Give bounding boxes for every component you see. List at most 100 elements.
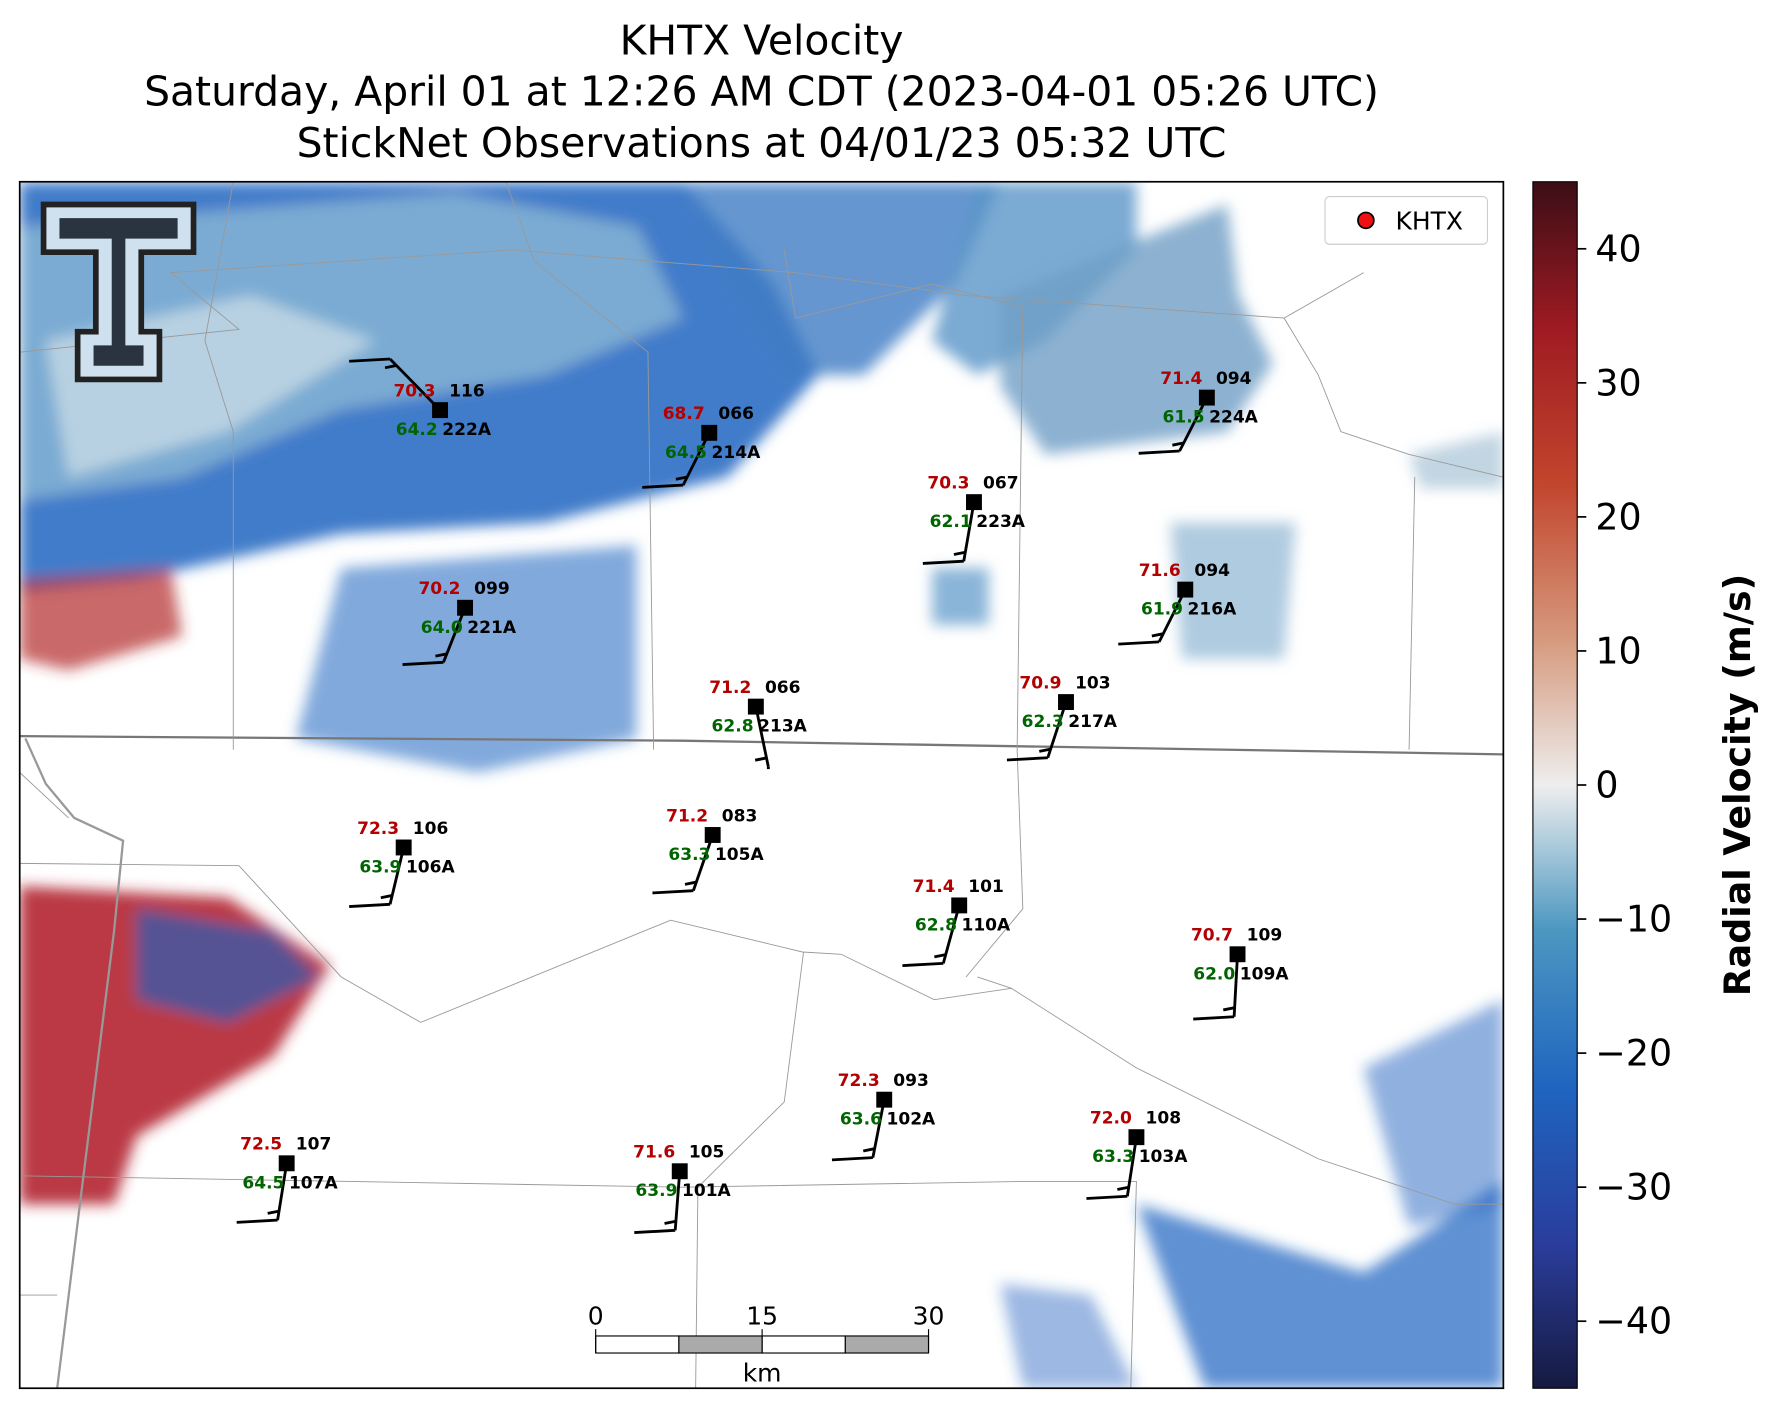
barb-flag — [267, 1209, 280, 1215]
barb-flag — [380, 894, 393, 900]
barb-flag — [642, 483, 684, 489]
station-id: 106A — [406, 857, 456, 877]
temperature: 71.4 — [1160, 369, 1202, 389]
scale-segment — [678, 1335, 763, 1354]
station: 71.6 094 61.9 216A — [1118, 561, 1237, 646]
temperature: 72.5 — [240, 1135, 282, 1155]
station-marker — [1229, 946, 1246, 963]
barb-flag — [831, 1156, 873, 1162]
station-id: 109A — [1240, 964, 1290, 984]
station: 70.2 099 64.0 221A — [402, 579, 517, 666]
temperature: 70.3 — [927, 473, 969, 493]
barb-flag — [862, 1147, 875, 1153]
pressure: 109 — [1247, 926, 1283, 946]
boundaries — [19, 181, 1504, 1389]
station-marker — [432, 402, 448, 419]
pressure: 094 — [1194, 561, 1230, 581]
station: 72.5 107 64.5 107A — [236, 1135, 338, 1224]
barb-flag — [1117, 1185, 1129, 1191]
station-marker — [1058, 694, 1074, 711]
pressure: 101 — [968, 877, 1004, 897]
temperature: 71.6 — [1139, 561, 1181, 581]
temperature: 71.2 — [709, 678, 751, 698]
colorbar-tick-label: 30 — [1595, 361, 1641, 404]
station-id: 224A — [1209, 408, 1259, 428]
station: 70.3 116 64.2 222A — [349, 357, 492, 440]
colorbar-tick-label: −20 — [1595, 1032, 1672, 1075]
station-id: 221A — [467, 618, 517, 638]
barb-flag — [953, 550, 966, 556]
scale-label: 15 — [746, 1302, 778, 1331]
station-id: 110A — [961, 915, 1011, 935]
colorbar-tick-label: 20 — [1595, 495, 1641, 538]
station-id: 223A — [976, 512, 1026, 532]
colorbar-gradient — [1532, 181, 1578, 1389]
barb-flag — [402, 660, 444, 666]
dewpoint: 62.0 — [1193, 964, 1235, 984]
title-line: StickNet Observations at 04/01/23 05:32 … — [297, 119, 1227, 167]
pressure: 116 — [449, 381, 485, 401]
barb-flag — [934, 953, 946, 959]
dewpoint: 63.6 — [840, 1110, 882, 1130]
wind-barb — [276, 1163, 289, 1221]
station-marker — [951, 897, 968, 914]
station-id: 222A — [442, 420, 492, 440]
barb-flag — [634, 1228, 676, 1235]
wind-barb — [1232, 954, 1239, 1017]
temperature: 68.7 — [663, 404, 705, 424]
station-marker — [747, 698, 764, 715]
logo — [40, 201, 197, 383]
barb-flag — [675, 475, 688, 481]
wind-barb — [1046, 701, 1068, 759]
barb-flag — [349, 902, 391, 908]
station: 72.0 108 63.3 103A — [1086, 1109, 1189, 1200]
wind-barb — [388, 847, 406, 905]
title-line: KHTX Velocity — [620, 17, 904, 65]
station-marker — [1128, 1129, 1145, 1146]
temperature: 71.2 — [666, 806, 708, 826]
station: 71.6 105 63.9 101A — [633, 1143, 732, 1235]
scale-label: 30 — [913, 1302, 945, 1331]
wind-barb — [1157, 588, 1187, 643]
barb-flag — [922, 559, 964, 565]
radar-echoes — [19, 181, 1504, 1389]
barb-flag — [684, 880, 697, 886]
barb-flag — [1172, 441, 1185, 447]
pressure: 106 — [413, 819, 449, 839]
station-id: 103A — [1139, 1147, 1189, 1167]
station: 70.3 067 62.1 223A — [922, 473, 1026, 565]
colorbar: −40 −30 −20 −10 0 10 20 30 40 — [1532, 181, 1672, 1389]
barb-flag — [754, 756, 767, 762]
barb-flag — [664, 1219, 677, 1225]
wind-barb — [692, 834, 715, 892]
wind-barb — [1125, 1136, 1138, 1197]
scale-segment — [761, 1335, 846, 1354]
barb-flag — [1118, 640, 1160, 646]
colorbar-tick-label: 10 — [1595, 629, 1641, 672]
dewpoint: 63.3 — [1092, 1147, 1134, 1167]
station-marker — [457, 599, 473, 616]
dewpoint: 61.5 — [1163, 408, 1205, 428]
station-id: 105A — [715, 845, 765, 865]
barb-flag — [1038, 747, 1051, 753]
station: 71.2 083 63.3 105A — [652, 806, 765, 895]
pressure: 108 — [1146, 1109, 1182, 1129]
station: 70.7 109 62.0 109A — [1191, 926, 1290, 1021]
station-marker — [395, 839, 412, 856]
station-marker — [876, 1091, 893, 1108]
barb-flag — [435, 652, 448, 658]
station-id: 101A — [682, 1181, 732, 1201]
wind-barb — [673, 1171, 682, 1231]
pressure: 083 — [722, 806, 758, 826]
station-marker — [704, 827, 721, 843]
temperature: 71.6 — [633, 1143, 675, 1163]
pressure: 094 — [1216, 369, 1252, 389]
scale-unit: km — [743, 1358, 782, 1387]
dewpoint: 63.9 — [359, 857, 401, 877]
barb-flag — [1086, 1194, 1128, 1200]
pressure: 099 — [474, 579, 510, 599]
wind-barb — [1178, 396, 1209, 452]
station: 72.3 093 63.6 102A — [831, 1071, 936, 1162]
